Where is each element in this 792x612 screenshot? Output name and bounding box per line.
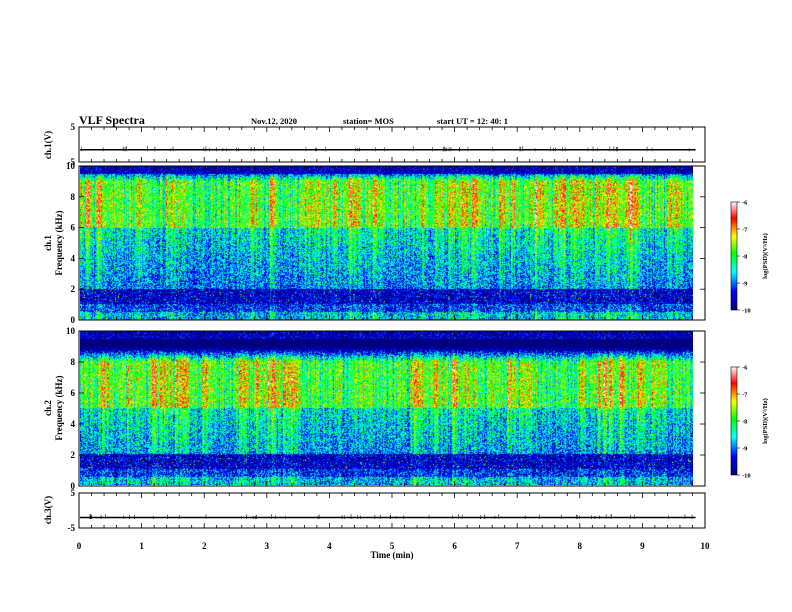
ch1-waveform-trace: [80, 146, 696, 152]
x-axis-label: Time (min): [370, 550, 413, 560]
ch1-frequency-label: Frequency (kHz): [54, 210, 64, 275]
x-tick-label: 3: [265, 541, 270, 551]
colorbar-tick-label: -10: [742, 473, 751, 480]
ch3-waveform-trace: [80, 514, 696, 519]
colorbar-tick-label: -8: [742, 254, 748, 261]
x-axis-tick-labels: 0 1 2 3 4 5 6 7 8 9 10: [77, 541, 710, 551]
colorbar-tick-label: -6: [742, 365, 748, 372]
ch1-channel-label: ch.1: [43, 235, 53, 251]
x-tick-label: 9: [640, 541, 645, 551]
ch1-spectrogram-ylabel: ch.1 Frequency (kHz): [43, 210, 64, 275]
x-tick-label: 6: [452, 541, 457, 551]
x-tick-label: 5: [390, 541, 395, 551]
ch1-colorbar-gradient: [730, 201, 738, 311]
colorbar-tick-label: -10: [742, 308, 751, 315]
ch1-spectrogram: [80, 166, 693, 320]
x-tick-label: 4: [327, 541, 332, 551]
x-tick-label: 8: [578, 541, 583, 551]
ch2-spectrogram-ylabel: ch.2 Frequency (kHz): [43, 375, 64, 440]
colorbar-tick-label: -8: [742, 419, 748, 426]
ch1-colorbar: -6 -7 -8 -9 -10 log(PSD)(V²/Hz): [730, 200, 769, 315]
ch1-spectrogram-ytick-label: 4: [71, 253, 76, 263]
ch1-waveform-ytick-label: 5: [71, 122, 76, 132]
ch1-spectrogram-ytick-label: 8: [71, 192, 76, 202]
x-tick-label: 2: [202, 541, 207, 551]
ch1-spectrogram-ytick-label: 6: [71, 223, 76, 233]
colorbar-tick-label: -7: [742, 392, 748, 399]
colorbar-tick-label: -9: [742, 281, 748, 288]
ch2-colorbar-label: log(PSD)(V²/Hz): [762, 398, 769, 444]
x-tick-label: 1: [139, 541, 144, 551]
ch1-waveform-ylabel: ch.1(V): [43, 131, 53, 159]
ch3-waveform-frame: [78, 492, 706, 529]
colorbar-tick-label: -9: [742, 446, 748, 453]
ch2-spectrogram-ytick-label: 8: [71, 357, 76, 367]
x-tick-label: 0: [77, 541, 82, 551]
ch3-waveform-ylabel: ch.3(V): [43, 496, 53, 524]
ch2-spectrogram-ytick-label: 10: [66, 326, 76, 336]
x-axis-ticks: [78, 127, 706, 528]
colorbar-tick-label: -6: [742, 200, 748, 207]
x-tick-label: 7: [515, 541, 520, 551]
chart-title: VLF Spectra: [79, 113, 145, 127]
station-label: station= MOS: [343, 116, 394, 126]
colorbar-tick-label: -7: [742, 227, 748, 234]
ch1-waveform-ytick-label: -5: [68, 157, 76, 167]
ch2-spectrogram-ytick-label: 0: [71, 481, 76, 491]
ch2-colorbar-gradient: [730, 366, 738, 476]
ch1-colorbar-label: log(PSD)(V²/Hz): [762, 233, 769, 279]
ch3-waveform-ytick-label: -5: [68, 523, 76, 533]
ch1-spectrogram-ytick-label: 2: [71, 284, 76, 294]
ch2-colorbar-ticks: -6 -7 -8 -9 -10: [737, 365, 751, 480]
ch3-waveform-ytick-label: 5: [71, 488, 76, 498]
ch2-colorbar: -6 -7 -8 -9 -10 log(PSD)(V²/Hz): [730, 365, 769, 480]
ch1-spectrogram-ytick-label: 0: [71, 315, 76, 325]
recording-date: Nov.12, 2020: [251, 116, 298, 126]
ch2-spectrogram: [80, 331, 693, 485]
ch2-spectrogram-ytick-label: 4: [71, 419, 76, 429]
ch1-spectrogram-image: [80, 166, 693, 320]
ch2-spectrogram-ytick-label: 2: [71, 450, 76, 460]
ch2-frequency-label: Frequency (kHz): [54, 375, 64, 440]
ch2-spectrogram-ytick-label: 6: [71, 388, 76, 398]
ch1-spectrogram-ytick-label: 10: [66, 161, 76, 171]
start-time-label: start UT = 12: 40: 1: [437, 116, 509, 126]
ch1-waveform-frame: [78, 126, 706, 163]
ch2-spectrogram-image: [80, 331, 693, 485]
ch1-colorbar-ticks: -6 -7 -8 -9 -10: [737, 200, 751, 315]
ch2-channel-label: ch.2: [43, 400, 53, 416]
x-tick-label: 10: [701, 541, 711, 551]
